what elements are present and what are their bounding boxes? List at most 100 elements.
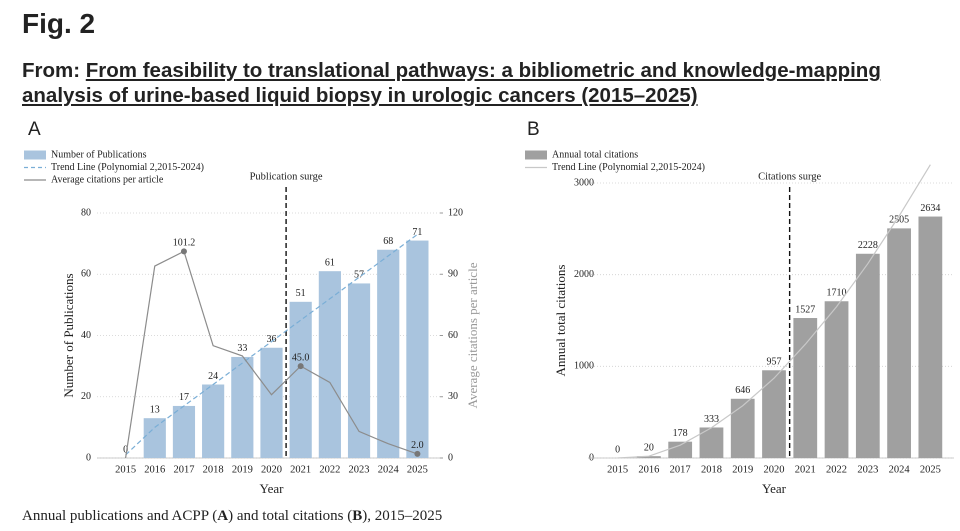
legend-label: Average citations per article [51, 174, 164, 185]
bar-label: 646 [735, 385, 750, 396]
y-tick-label: 0 [86, 452, 91, 463]
x-tick-label: 2019 [732, 464, 753, 475]
x-tick-label: 2021 [795, 464, 816, 475]
bar-label: 0 [123, 444, 128, 455]
bar-label: 13 [150, 404, 160, 415]
bar-label: 57 [354, 270, 364, 281]
line-label: 45.0 [292, 352, 310, 363]
annotation: Citations surge [758, 171, 821, 182]
y2-tick-label: 30 [448, 391, 458, 402]
trend-line [124, 250, 418, 458]
legend-label: Number of Publications [51, 149, 147, 160]
bar [668, 441, 693, 458]
x-tick-label: 2018 [701, 464, 722, 475]
y-tick-label: 60 [81, 269, 91, 280]
x-tick-label: 2025 [920, 464, 941, 475]
bar [347, 283, 371, 458]
bar [172, 405, 196, 458]
bar [377, 249, 400, 458]
legend-swatch [24, 150, 46, 160]
bar [318, 271, 341, 458]
bar-label: 2634 [920, 203, 940, 214]
bar-label: 333 [704, 414, 719, 425]
bar-label: 20 [644, 442, 654, 453]
bar [637, 456, 661, 458]
bar [730, 398, 755, 458]
bar [855, 253, 880, 458]
y-axis-label: Annual total citations [553, 265, 568, 377]
trend-line [125, 233, 418, 456]
line-marker [180, 248, 187, 255]
line-marker [414, 450, 421, 457]
y2-tick-label: 120 [448, 207, 463, 218]
panel-label: B [527, 119, 540, 140]
bar [289, 301, 312, 458]
y-tick-label: 2000 [574, 269, 594, 280]
x-tick-label: 2020 [764, 464, 785, 475]
bar [762, 370, 786, 458]
x-tick-label: 2015 [115, 464, 136, 475]
y-tick-label: 20 [81, 391, 91, 402]
x-tick-label: 2020 [261, 464, 282, 475]
bar-label: 0 [615, 444, 620, 455]
bar-label: 2228 [858, 240, 878, 251]
figure-label: Fig. 2 [22, 8, 96, 39]
article-link[interactable]: From feasibility to translational pathwa… [22, 59, 881, 107]
x-tick-label: 2024 [889, 464, 911, 475]
x-tick-label: 2024 [378, 464, 400, 475]
x-tick-label: 2022 [319, 464, 340, 475]
bar-label: 61 [325, 257, 335, 268]
bar-label: 1527 [795, 304, 815, 315]
caption-text: ), 2015–2025 [362, 508, 443, 524]
from-label: From: [22, 59, 81, 82]
x-tick-label: 2023 [857, 464, 878, 475]
bar-label: 178 [673, 428, 688, 439]
source-line: From: From feasibility to translational … [22, 58, 947, 108]
caption-panel: B [352, 508, 363, 524]
bar-label: 17 [179, 392, 189, 403]
panel-label: A [28, 119, 41, 140]
x-tick-label: 2023 [349, 464, 370, 475]
legend-label: Annual total citations [552, 149, 638, 160]
bar [231, 356, 254, 458]
caption: Annual publications and ACPP (A) and tot… [22, 508, 442, 525]
bar-label: 36 [267, 334, 277, 345]
y2-tick-label: 90 [448, 269, 458, 280]
x-tick-label: 2021 [290, 464, 311, 475]
y-axis-label: Number of Publications [61, 273, 76, 397]
bar [793, 318, 818, 458]
x-tick-label: 2017 [670, 464, 691, 475]
x-tick-label: 2017 [173, 464, 194, 475]
x-axis-label: Year [260, 481, 285, 496]
caption-panel: A [217, 508, 229, 524]
bar [202, 384, 225, 458]
x-tick-label: 2015 [607, 464, 628, 475]
bar-label: 957 [767, 357, 782, 368]
y-tick-label: 1000 [574, 361, 594, 372]
x-tick-label: 2016 [144, 464, 165, 475]
bar [887, 228, 911, 458]
bar-label: 68 [383, 236, 393, 247]
y2-axis-label: Average citations per article [465, 262, 480, 408]
x-tick-label: 2018 [203, 464, 224, 475]
annotation: Publication surge [250, 171, 323, 182]
y-tick-label: 40 [81, 330, 91, 341]
y-tick-label: 3000 [574, 177, 594, 188]
x-axis-label: Year [762, 481, 787, 496]
line-label: 101.2 [173, 238, 196, 249]
line-marker [297, 363, 304, 370]
line-label: 2.0 [411, 440, 424, 451]
bar [260, 347, 283, 458]
x-tick-label: 2022 [826, 464, 847, 475]
bar-label: 51 [296, 288, 306, 299]
legend-swatch [525, 150, 547, 160]
legend-label: Trend Line (Polynomial 2,2015-2024) [51, 162, 204, 173]
y2-tick-label: 0 [448, 452, 453, 463]
bar [699, 427, 724, 458]
legend-label: Trend Line (Polynomial 2,2015-2024) [552, 162, 705, 173]
bar-label: 71 [412, 227, 422, 238]
x-tick-label: 2016 [638, 464, 659, 475]
bar [406, 240, 429, 458]
